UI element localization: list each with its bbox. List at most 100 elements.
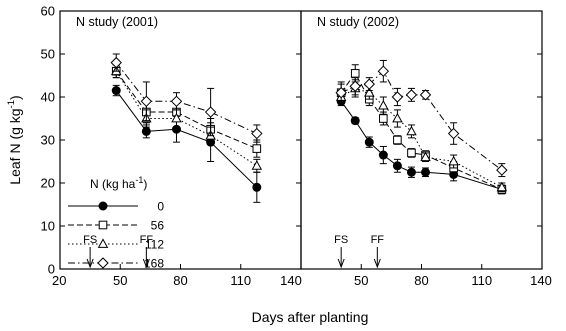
stage-label: FF [371, 234, 385, 246]
panel-title: N study (2001) [76, 15, 158, 29]
legend-marker [97, 238, 109, 248]
panels: 0 10 20 30 40 50 60 20 50 80 110 N study (2001) FS FF… [41, 4, 552, 289]
legend-entry-112: 112 [68, 238, 164, 252]
x-tick-label: 110 [471, 273, 492, 288]
series-0 [336, 96, 507, 195]
stage-arrow-head [373, 258, 381, 269]
x-tick-label: 50 [113, 273, 127, 288]
data-point [406, 125, 417, 136]
stage-arrow-head [337, 258, 345, 269]
data-point [349, 80, 361, 92]
legend-marker [97, 257, 109, 269]
panel-frame [300, 10, 543, 270]
series-line [115, 90, 258, 188]
data-point [377, 65, 390, 77]
data-point [496, 181, 508, 192]
data-point [378, 150, 388, 160]
data-point [251, 127, 263, 140]
stage-arrow-head [142, 258, 150, 269]
data-point [111, 86, 121, 96]
series-line [340, 101, 502, 190]
stage-arrow-head [86, 258, 94, 269]
legend-marker [98, 220, 108, 230]
stage-label: FS [334, 234, 348, 246]
legend-label: 56 [151, 219, 165, 233]
data-point [251, 160, 263, 170]
series-168 [110, 53, 263, 143]
data-point [350, 116, 360, 126]
series-56 [111, 64, 262, 158]
panel-title: N study (2002) [317, 15, 399, 29]
data-point [252, 144, 262, 153]
data-point [392, 112, 403, 123]
data-point [171, 112, 182, 123]
series-line [115, 62, 258, 135]
x-tick-label: 50 [354, 273, 368, 288]
x-axis-label: Days after planting [252, 309, 369, 325]
legend-entry-56: 56 [68, 219, 164, 233]
legend-title: N (kg ha-1) [90, 175, 147, 191]
data-point [204, 106, 217, 118]
stage-annotation-ff: FF [140, 234, 154, 269]
legend-items: 0 56 112 168 [68, 200, 164, 271]
legend-entry-0: 0 [68, 200, 164, 214]
data-point [363, 78, 375, 90]
stage-label: FS [83, 234, 97, 246]
data-point [141, 126, 151, 136]
y-tick-label: 10 [41, 219, 55, 234]
x-tick-label: 140 [530, 273, 552, 288]
series-56 [336, 64, 507, 195]
legend-label: 168 [144, 257, 164, 271]
y-tick-label: 30 [41, 133, 55, 148]
panel-2: 140 50 80 110 140 N study (2002) FS FF [280, 10, 552, 288]
x-tick-label: 20 [52, 273, 66, 288]
legend-marker [98, 201, 108, 211]
data-point [350, 69, 360, 78]
data-point [391, 91, 404, 103]
data-point [110, 56, 122, 69]
data-point [420, 151, 431, 162]
stage-annotation-fs: FS [83, 234, 97, 269]
y-axis-label: Leaf N (g kg-1) [6, 95, 23, 184]
data-point [448, 155, 459, 166]
data-point [335, 86, 347, 99]
legend-label: 0 [157, 200, 164, 214]
series-168 [335, 59, 508, 178]
data-point [405, 89, 418, 101]
stage-annotation-fs: FS [334, 234, 348, 269]
x-tick-label: 110 [230, 273, 251, 288]
stage-label: FF [140, 234, 154, 246]
data-point [364, 87, 375, 97]
panel-1: 0 10 20 30 40 50 60 20 50 80 110 N study (2001) FS FF [41, 4, 302, 288]
y-tick-label: 60 [41, 4, 55, 19]
y-tick-label: 0 [48, 262, 55, 277]
data-point [170, 95, 183, 108]
data-point [407, 148, 416, 158]
legend-entry-168: 168 [68, 257, 164, 271]
data-point [393, 135, 402, 145]
y-tick-label: 40 [41, 90, 55, 105]
series-line [115, 70, 258, 167]
y-tick-label: 50 [41, 47, 55, 62]
data-point [364, 137, 374, 147]
data-point [140, 95, 153, 108]
data-point [406, 167, 416, 177]
data-point [378, 99, 389, 110]
legend: N (kg ha-1) 0 56 112 168 [68, 175, 164, 271]
data-point [496, 164, 508, 176]
data-point [419, 89, 432, 101]
legend-label: 112 [145, 238, 164, 252]
data-point [447, 127, 460, 140]
series-112 [335, 79, 508, 193]
data-point [392, 161, 402, 171]
data-point [252, 182, 262, 192]
panel-frame [59, 10, 302, 270]
series-line [115, 70, 258, 150]
x-tick-label: 80 [173, 273, 187, 288]
x-tick-label: 140 [280, 273, 302, 288]
data-point [421, 167, 431, 177]
x-tick-label: 80 [414, 273, 428, 288]
series-112 [110, 64, 263, 173]
y-tick-label: 20 [41, 176, 55, 191]
